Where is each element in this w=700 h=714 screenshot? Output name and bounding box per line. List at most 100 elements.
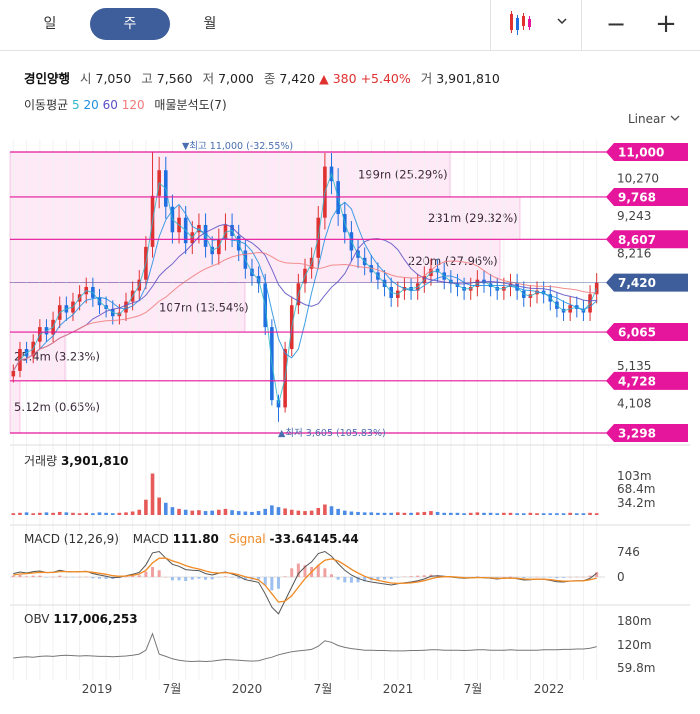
volume-bar — [197, 510, 201, 515]
candle-body — [356, 250, 360, 258]
macd-histogram-bar — [389, 577, 393, 580]
volume-bar — [462, 513, 466, 515]
candle-body — [170, 206, 175, 233]
obv-line — [13, 632, 597, 663]
volume-bar — [190, 510, 195, 515]
volume-bar — [561, 513, 566, 515]
y-tick-label: 59.8m — [617, 661, 655, 675]
macd-histogram-bar — [343, 577, 347, 583]
ma-5: 5 — [72, 98, 80, 112]
volume-bar — [442, 512, 447, 515]
macd-histogram-bar — [396, 577, 400, 578]
macd-histogram-bar — [144, 571, 148, 577]
candle-body — [197, 224, 201, 233]
zoom-out-button[interactable]: − — [605, 10, 627, 38]
candle-body — [521, 290, 526, 298]
chart-type-button[interactable] — [490, 0, 582, 50]
volume-bar — [362, 512, 367, 515]
macd-histogram-bar — [515, 577, 519, 578]
tab-week[interactable]: 주 — [90, 8, 170, 40]
volume-bar — [429, 511, 433, 515]
candle-body — [303, 268, 307, 284]
macd-histogram-bar — [495, 577, 499, 578]
min-marker: ▲최저 3,605 (105.83%) — [278, 428, 386, 439]
macd-histogram-bar — [562, 577, 566, 578]
macd-panel-label: MACD (12,26,9) MACD 111.80 Signal -33.64… — [24, 532, 359, 546]
open-value: 7,050 — [95, 71, 132, 86]
candle-body — [130, 290, 135, 302]
macd-histogram-bar — [363, 577, 367, 582]
candle-body — [396, 290, 400, 298]
macd-histogram-bar — [78, 576, 82, 578]
macd-histogram-bar — [131, 575, 135, 577]
macd-histogram-bar — [462, 577, 466, 578]
macd-histogram-bar — [157, 570, 161, 577]
y-tick-label: 120m — [617, 638, 652, 652]
price-tag-label: 6,065 — [618, 326, 656, 340]
volume-bar — [541, 513, 546, 515]
volume-bar — [230, 510, 234, 515]
macd-histogram-bar — [429, 574, 433, 577]
candle-body — [389, 286, 393, 298]
scale-mode-select[interactable]: Linear — [628, 112, 681, 126]
volume-bar — [57, 511, 62, 515]
macd-histogram-bar — [349, 577, 353, 583]
ma-120: 120 — [121, 98, 145, 112]
candle-body — [349, 232, 354, 251]
obv-panel-label: OBV 117,006,253 — [24, 612, 138, 626]
candle-body — [71, 301, 75, 313]
change-percent: +5.40% — [360, 71, 411, 86]
tab-month[interactable]: 월 — [203, 16, 217, 32]
candle-body — [588, 294, 592, 313]
candle-body — [409, 286, 413, 291]
macd-value: 111.80 — [172, 532, 219, 546]
y-tick-label: 0 — [617, 570, 625, 584]
macd-histogram-bar — [376, 577, 380, 580]
stock-name: 경인양행 — [24, 71, 71, 86]
macd-histogram-bar — [217, 577, 221, 578]
moving-average-legend[interactable]: 이동평균 5 20 60 120 매물분석도(7) — [24, 96, 227, 113]
macd-histogram-bar — [164, 577, 168, 578]
volume-bar — [574, 513, 579, 515]
volume-bar — [482, 512, 486, 515]
volume-bar — [468, 512, 473, 515]
macd-histogram-bar — [422, 575, 426, 577]
candle-body — [342, 214, 347, 233]
candle-body — [263, 283, 268, 328]
volume-bar — [515, 513, 519, 515]
y-tick-label: 34.2m — [617, 496, 655, 510]
macd-histogram-bar — [402, 576, 406, 577]
price-tag — [606, 323, 688, 342]
volume-bar — [342, 510, 347, 515]
price-tag-label: 9,768 — [618, 190, 656, 204]
candle-body — [376, 272, 380, 280]
macd-histogram-bar — [204, 577, 208, 580]
volume-bar — [376, 512, 380, 515]
volume-bar — [31, 513, 36, 515]
candle-body — [568, 305, 572, 313]
candle-body — [64, 305, 69, 313]
candle-body — [515, 283, 519, 291]
volume-bar — [150, 473, 155, 515]
tab-day[interactable]: 일 — [43, 16, 57, 32]
macd-histogram-bar — [250, 577, 254, 580]
macd-histogram-bar — [117, 577, 121, 579]
ma-20: 20 — [83, 98, 99, 112]
volume-bar — [521, 513, 526, 515]
volume-panel-title: 거래량 — [24, 454, 58, 468]
macd-histogram-bar — [409, 576, 413, 577]
volume-profile-bar — [9, 151, 451, 198]
candle-body — [561, 308, 566, 313]
macd-histogram-bar — [84, 576, 88, 578]
zoom-in-button[interactable]: + — [655, 9, 677, 39]
volume-bar — [495, 513, 500, 515]
volume-bar — [296, 510, 301, 515]
macd-histogram-bar — [369, 577, 373, 581]
macd-histogram-bar — [18, 574, 22, 577]
macd-histogram-bar — [595, 572, 599, 577]
candle-body — [462, 286, 466, 291]
volume-bar — [555, 513, 559, 515]
candle-body — [502, 286, 506, 291]
macd-histogram-bar — [548, 577, 552, 578]
y-tick-label: 5,135 — [617, 359, 651, 373]
